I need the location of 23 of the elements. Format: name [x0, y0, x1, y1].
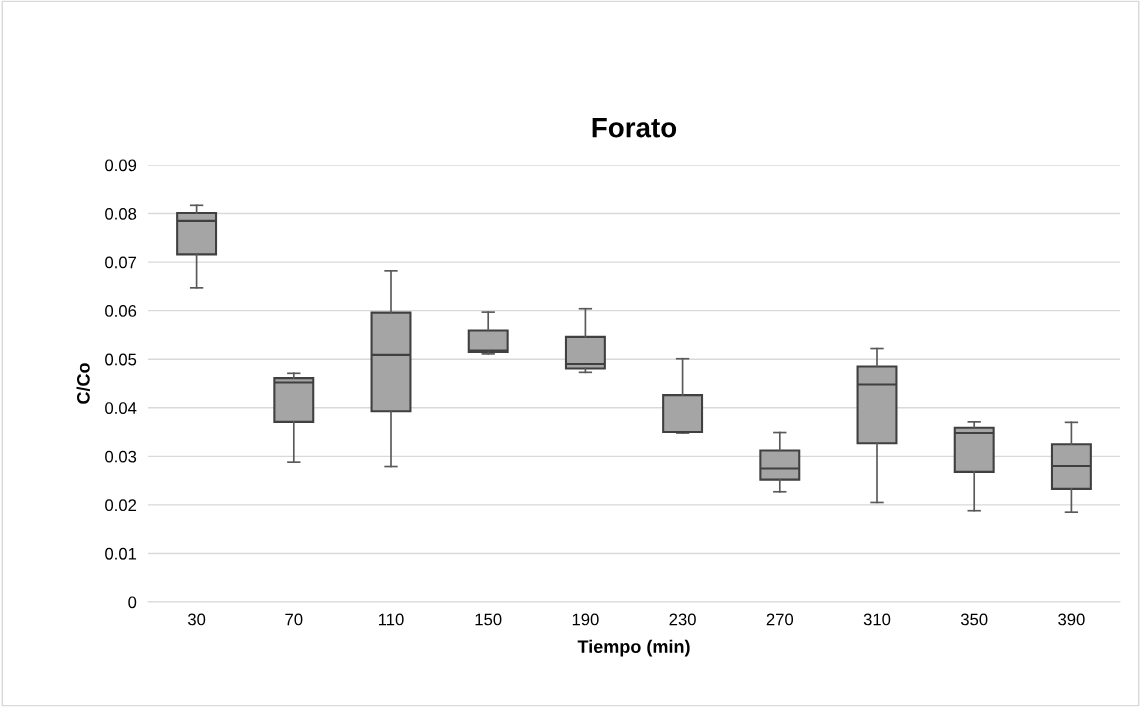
x-tick-label: 310	[863, 613, 891, 626]
x-tick-label: 190	[572, 613, 599, 626]
x-tick-label: 30	[187, 613, 206, 626]
x-tick-label: 230	[669, 613, 696, 626]
y-tick-label: 0	[128, 596, 137, 609]
y-tick-label: 0.04	[105, 402, 137, 414]
y-tick-label: 0.01	[105, 547, 137, 560]
y-tick-label: 0.05	[105, 353, 137, 366]
x-axis-title: Tiempo (min)	[577, 639, 690, 657]
y-tick-label: 0.06	[105, 305, 137, 317]
x-tick-label: 270	[766, 613, 794, 626]
y-tick-label: 0.09	[105, 159, 137, 172]
y-tick-label: 0.03	[105, 450, 137, 463]
chart-title: Forato	[592, 118, 677, 138]
x-tick-label: 70	[285, 613, 303, 626]
y-axis-title: C/Co	[76, 363, 90, 404]
y-tick-label: 0.08	[105, 207, 137, 220]
x-tick-label: 350	[960, 613, 988, 626]
y-tick-label: 0.07	[105, 256, 137, 269]
y-tick-label: 0.02	[105, 499, 137, 512]
x-tick-label: 110	[378, 613, 404, 626]
x-tick-label: 390	[1058, 613, 1085, 626]
x-tick-label: 150	[475, 613, 502, 626]
